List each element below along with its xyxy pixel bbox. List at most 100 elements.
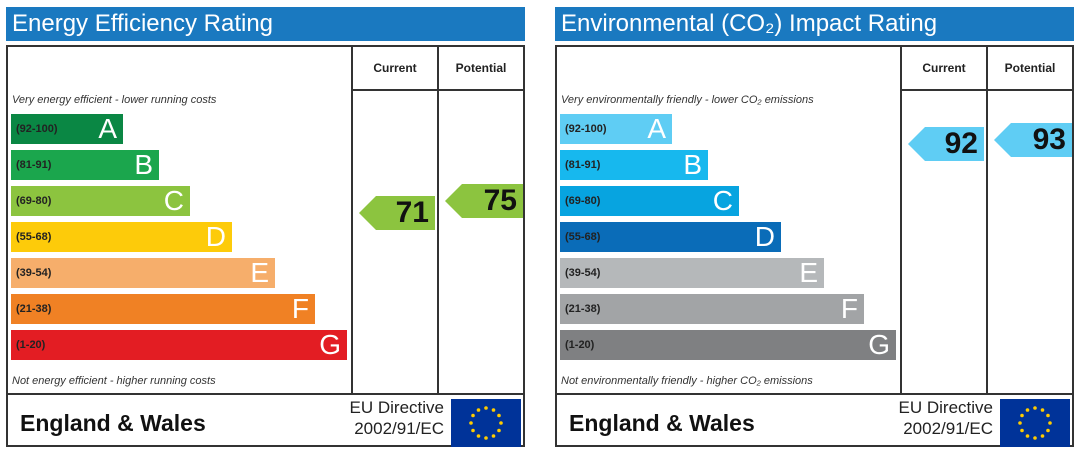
band-range: (69-80) (565, 195, 601, 207)
eu-directive-label: EU Directive 2002/91/EC (324, 397, 444, 439)
arrow-shape (908, 127, 984, 161)
current-rating-value: 92 (944, 127, 978, 160)
eu-star (1048, 421, 1052, 425)
rating-band-b: (81-91) B (560, 150, 708, 180)
eu-star (484, 436, 488, 440)
eu-star (1033, 406, 1037, 410)
eu-flag-icon (451, 399, 521, 447)
eu-directive-line1: EU Directive (349, 398, 444, 417)
potential-column-header: Potential (455, 61, 507, 75)
band-letter: A (98, 113, 117, 144)
rating-band-b: (81-91) B (11, 150, 159, 180)
divider (900, 47, 902, 393)
eu-directive-line2: 2002/91/EC (903, 419, 993, 438)
band-range: (81-91) (565, 159, 601, 171)
band-letter: D (754, 221, 775, 252)
environmental-impact-panel: Environmental (CO₂) Impact Rating Curren… (555, 7, 1074, 449)
band-range: (55-68) (565, 231, 601, 243)
eu-star (471, 428, 475, 433)
potential-rating-value: 93 (1032, 123, 1066, 156)
rating-band-e: (39-54) E (560, 258, 824, 288)
band-letter: G (868, 329, 890, 360)
eu-directive-label: EU Directive 2002/91/EC (873, 397, 993, 439)
band-letter: C (712, 185, 733, 216)
eu-star (1025, 408, 1030, 412)
eu-star (469, 421, 473, 425)
band-letter: E (250, 257, 269, 288)
eu-directive-line1: EU Directive (898, 398, 993, 417)
potential-column-header: Potential (1004, 61, 1056, 75)
eu-star (476, 408, 481, 412)
eu-star (491, 434, 496, 438)
eu-directive-line2: 2002/91/EC (354, 419, 444, 438)
region-label: England & Wales (569, 410, 755, 436)
bottom-note: Not energy efficient - higher running co… (12, 375, 216, 387)
environment-rating-frame: Current Potential Very environmentally f… (555, 45, 1074, 447)
band-range: (92-100) (16, 123, 58, 135)
region-label: England & Wales (20, 410, 206, 436)
band-range: (69-80) (16, 195, 52, 207)
eu-star (1020, 428, 1024, 433)
band-range: (55-68) (16, 231, 52, 243)
potential-rating-arrow: 93 (994, 123, 1072, 157)
current-rating-arrow: 92 (908, 127, 984, 161)
eu-star (1040, 434, 1045, 438)
divider (351, 47, 353, 393)
divider (8, 393, 523, 395)
divider (351, 89, 525, 91)
arrow-shape (359, 196, 435, 230)
eu-flag-icon (1000, 399, 1070, 447)
eu-star (1040, 408, 1045, 412)
rating-band-c: (69-80) C (560, 186, 739, 216)
band-range: (1-20) (16, 339, 46, 351)
band-range: (21-38) (565, 303, 601, 315)
band-range: (1-20) (565, 339, 595, 351)
top-note: Very energy efficient - lower running co… (12, 94, 217, 106)
rating-band-f: (21-38) F (560, 294, 864, 324)
eu-star (491, 408, 496, 412)
eu-star (476, 434, 481, 438)
band-letter: B (134, 149, 153, 180)
band-range: (81-91) (16, 159, 52, 171)
divider (986, 47, 988, 393)
eu-star (471, 413, 475, 418)
divider (437, 47, 439, 393)
band-range: (39-54) (16, 267, 52, 279)
eu-star (1046, 428, 1050, 433)
eu-stars (469, 406, 503, 440)
band-letter: E (799, 257, 818, 288)
arrow-shape (445, 184, 523, 218)
eu-star (484, 406, 488, 410)
rating-band-a: (92-100) A (11, 114, 123, 144)
band-range: (92-100) (565, 123, 607, 135)
rating-band-d: (55-68) D (560, 222, 781, 252)
eu-star (1046, 413, 1050, 418)
band-letter: G (319, 329, 341, 360)
rating-band-e: (39-54) E (11, 258, 275, 288)
energy-panel-title: Energy Efficiency Rating (6, 7, 525, 41)
divider (557, 393, 1072, 395)
band-letter: A (647, 113, 666, 144)
eu-star (499, 421, 503, 425)
bottom-note: Not environmentally friendly - higher CO… (561, 375, 813, 387)
band-range: (39-54) (565, 267, 601, 279)
potential-rating-value: 75 (483, 184, 517, 217)
band-letter: F (840, 293, 858, 324)
eu-star (1018, 421, 1022, 425)
rating-band-d: (55-68) D (11, 222, 232, 252)
band-letter: B (683, 149, 702, 180)
current-rating-arrow: 71 (359, 196, 435, 230)
eu-star (1025, 434, 1030, 438)
rating-band-f: (21-38) F (11, 294, 315, 324)
energy-efficiency-panel: Energy Efficiency Rating Current Potenti… (6, 7, 525, 449)
eu-star (497, 428, 501, 433)
current-column-header: Current (373, 61, 417, 75)
divider (900, 89, 1074, 91)
current-rating-value: 71 (395, 196, 429, 229)
rating-band-g: (1-20) G (11, 330, 347, 360)
potential-rating-arrow: 75 (445, 184, 523, 218)
band-letter: D (205, 221, 226, 252)
eu-star (1020, 413, 1024, 418)
eu-star (497, 413, 501, 418)
band-letter: F (291, 293, 309, 324)
